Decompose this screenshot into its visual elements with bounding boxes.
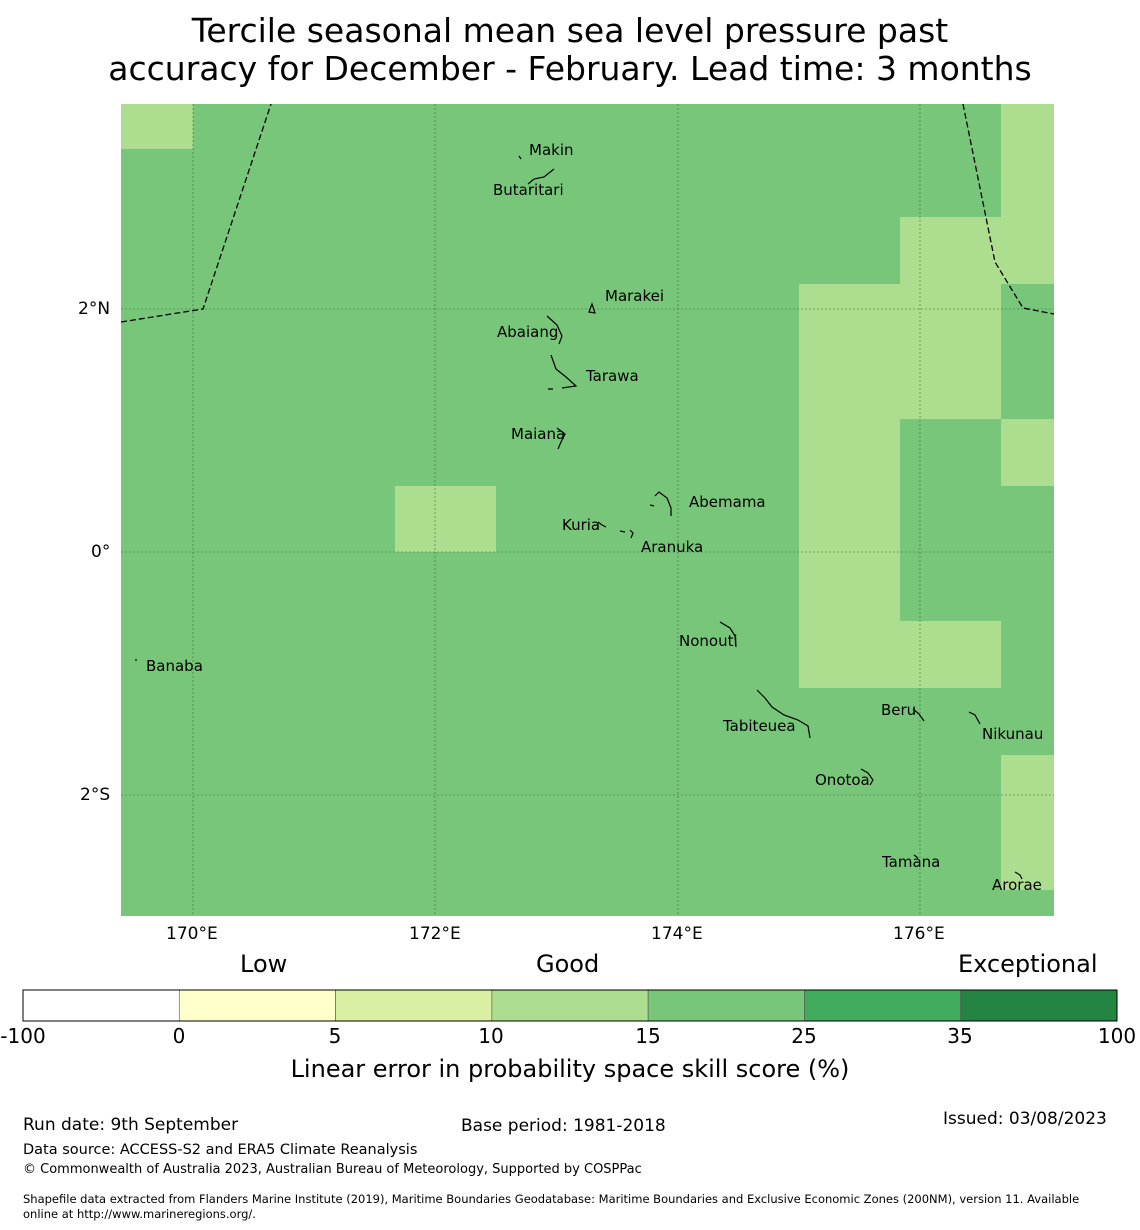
colorbar-border: [22, 989, 1118, 1022]
island-labels: Makin Butaritari Marakei Abaiang Tarawa …: [146, 141, 1043, 894]
colorbar-tick-label: 25: [791, 1024, 817, 1048]
island-label-abaiang: Abaiang: [497, 323, 558, 341]
lat-tick-2n: 2°N: [78, 299, 111, 319]
maritime-boundaries: [120, 103, 1055, 323]
coast-nikunau: [968, 711, 981, 725]
coast-abaiang: [546, 315, 563, 345]
light-cell-east-6: [1001, 755, 1054, 890]
island-label-tamana: Tamana: [881, 853, 940, 871]
data-source: Data source: ACCESS-S2 and ERA5 Climate …: [23, 1142, 418, 1158]
colorbar-segment: [804, 989, 962, 1022]
coast-maiana: [556, 427, 566, 450]
island-label-makin: Makin: [529, 141, 574, 159]
light-cell-east-3: [799, 284, 900, 688]
eez-boundary-west: [120, 103, 272, 323]
base-period: Base period: 1981-2018: [461, 1116, 666, 1136]
island-label-nikunau: Nikunau: [982, 725, 1043, 743]
colorbar-tick-label: 15: [635, 1024, 661, 1048]
coast-onotoa: [860, 768, 874, 786]
island-label-maiana: Maiana: [511, 425, 565, 443]
coast-marakei: [588, 302, 596, 314]
coast-kuria: [597, 521, 607, 528]
island-label-beru: Beru: [881, 701, 916, 719]
shapefile-credit-line-1: Shapefile data extracted from Flanders M…: [23, 1192, 1080, 1206]
light-cell-east-2: [900, 217, 1001, 419]
coast-arorae: [1014, 871, 1023, 880]
island-label-butaritari: Butaritari: [493, 181, 564, 199]
run-date: Run date: 9th September: [23, 1115, 239, 1135]
light-cell-center: [395, 486, 496, 552]
lon-tick-174e: 174°E: [651, 924, 703, 944]
light-cell-east-5: [1001, 419, 1054, 486]
coast-nonouti: [719, 621, 737, 648]
colorbar: [22, 989, 1118, 1022]
legend-category-exceptional: Exceptional: [958, 950, 1098, 978]
light-cell-east-4: [900, 621, 1001, 688]
colorbar-segment: [335, 989, 493, 1022]
legend-category-low: Low: [240, 950, 288, 978]
island-label-kuria: Kuria: [562, 516, 600, 534]
coast-beru: [912, 708, 925, 722]
coast-makin: [518, 155, 522, 160]
colorbar-tick-label: 35: [947, 1024, 973, 1048]
lat-tick-0: 0°: [91, 542, 111, 562]
island-label-tarawa: Tarawa: [585, 367, 639, 385]
colorbar-segment: [647, 989, 805, 1022]
colorbar-tick-label: 0: [172, 1024, 186, 1048]
colorbar-tick-label: 5: [328, 1024, 342, 1048]
copyright: © Commonwealth of Australia 2023, Austra…: [23, 1162, 642, 1177]
island-label-banaba: Banaba: [146, 657, 203, 675]
lon-tick-172e: 172°E: [409, 924, 461, 944]
island-label-aranuka: Aranuka: [641, 538, 703, 556]
colorbar-tick-label: 10: [478, 1024, 504, 1048]
lon-tick-170e: 170°E: [166, 924, 218, 944]
island-label-marakei: Marakei: [605, 287, 664, 305]
colorbar-segment: [960, 989, 1118, 1022]
coast-butaritari: [527, 168, 555, 185]
lon-tick-176e: 176°E: [893, 924, 945, 944]
colorbar-tick-label: 100: [1097, 1024, 1137, 1048]
map-background-cells: [121, 104, 1054, 916]
map-gridlines: [121, 104, 1054, 916]
light-cell-nw: [121, 104, 193, 149]
island-label-arorae: Arorae: [992, 876, 1042, 894]
shapefile-credit-line-2: online at http://www.marineregions.org/.: [23, 1207, 256, 1221]
chart-title-line-1: Tercile seasonal mean sea level pressure…: [191, 11, 949, 50]
colorbar-tick-label: -100: [0, 1024, 46, 1048]
lat-tick-2s: 2°S: [80, 785, 111, 805]
island-label-abemama: Abemama: [689, 493, 766, 511]
island-label-nonouti: Nonouti: [679, 632, 738, 650]
colorbar-segment: [491, 989, 649, 1022]
colorbar-segment: [22, 989, 180, 1022]
coast-aranuka: [619, 529, 634, 539]
chart-title-line-2: accuracy for December - February. Lead t…: [108, 49, 1032, 88]
issued-date: Issued: 03/08/2023: [943, 1109, 1107, 1129]
eez-boundary-east: [962, 103, 1055, 315]
coastlines: [135, 155, 1023, 880]
colorbar-title: Linear error in probability space skill …: [290, 1055, 850, 1083]
legend-category-good: Good: [536, 950, 600, 978]
colorbar-segment: [178, 989, 336, 1022]
light-cell-east-1: [1001, 104, 1054, 284]
coast-tarawa: [548, 354, 578, 390]
coast-abemama: [649, 491, 672, 516]
island-label-onotoa: Onotoa: [815, 771, 870, 789]
coast-tabiteuea: [756, 689, 811, 739]
island-label-tabiteuea: Tabiteuea: [722, 717, 796, 735]
coast-tamana: [913, 854, 919, 859]
